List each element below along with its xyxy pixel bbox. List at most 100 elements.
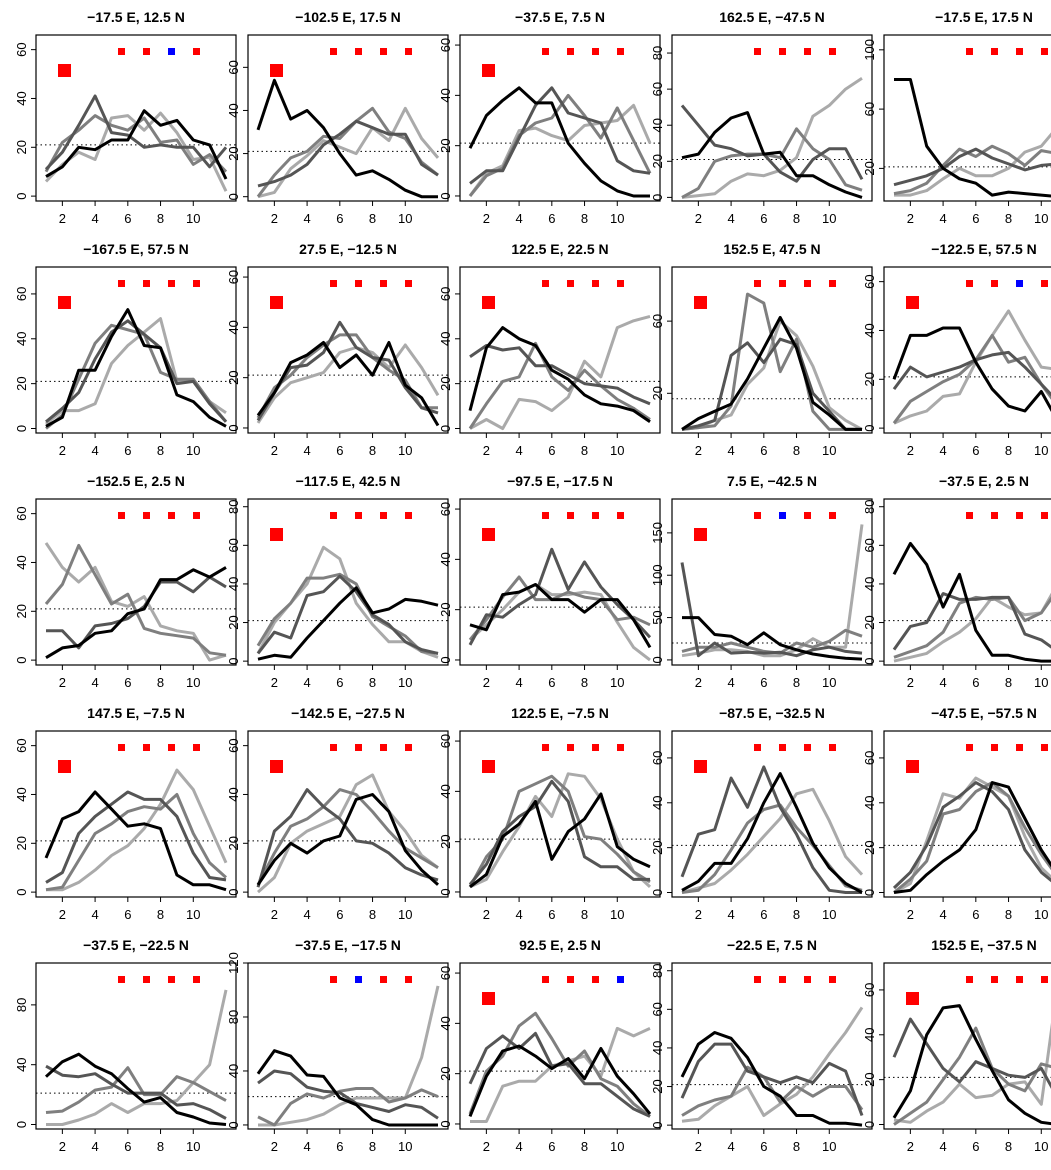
- y-tick-label: 0: [438, 425, 453, 432]
- x-tick-label: 8: [793, 907, 800, 922]
- panel-title: 122.5 E, 22.5 N: [511, 241, 608, 257]
- panel-title: −37.5 E, −22.5 N: [83, 937, 189, 953]
- large-marker: [482, 296, 495, 309]
- panel-9: 152.5 E, 47.5 N 2 4 6 8 10 20 60: [650, 241, 873, 458]
- small-marker: [567, 744, 574, 751]
- series-line-1: [468, 86, 650, 198]
- small-marker: [193, 48, 200, 55]
- x-tick-label: 6: [124, 1139, 131, 1154]
- small-marker: [754, 744, 761, 751]
- x-tick-label: 6: [336, 211, 343, 226]
- x-tick-label: 6: [760, 675, 767, 690]
- x-tick-label: 4: [91, 675, 98, 690]
- large-marker: [906, 760, 919, 773]
- y-tick-label: 0: [14, 425, 29, 432]
- series-line-1: [256, 1049, 438, 1127]
- series-line-4: [257, 773, 439, 894]
- series-line-3: [893, 1026, 1051, 1126]
- y-tick-label: 60: [862, 274, 877, 288]
- x-tick-label: 8: [1005, 211, 1012, 226]
- x-tick-label: 4: [939, 907, 946, 922]
- y-tick-label: 20: [14, 836, 29, 850]
- x-tick-label: 8: [581, 1139, 588, 1154]
- x-tick-label: 2: [271, 211, 278, 226]
- plot-frame: [671, 962, 873, 1130]
- small-marker: [143, 744, 150, 751]
- large-marker: [482, 992, 495, 1005]
- series-line-1: [682, 616, 863, 661]
- x-tick-label: 4: [515, 907, 522, 922]
- y-tick-label: 0: [438, 192, 453, 199]
- panel-25: 152.5 E, −37.5 N 2 4 6 8 10 0 20 40 60: [862, 937, 1051, 1154]
- large-marker: [482, 760, 495, 773]
- plot-frame: [883, 498, 1051, 666]
- y-tick-label: 150: [650, 522, 665, 544]
- panel-15: −37.5 E, 2.5 N 2 4 6 8 10 0 20 40 60 80: [862, 473, 1051, 690]
- series-line-1: [45, 308, 227, 428]
- x-tick-label: 8: [581, 675, 588, 690]
- plot-frame: [883, 266, 1051, 434]
- series-line-4: [893, 592, 1051, 663]
- panel-title: −17.5 E, 17.5 N: [935, 9, 1033, 25]
- x-tick-label: 10: [610, 211, 624, 226]
- y-tick-label: 40: [438, 332, 453, 346]
- small-marker: [380, 744, 387, 751]
- y-tick-label: 20: [862, 840, 877, 854]
- x-tick-label: 2: [59, 907, 66, 922]
- x-tick-label: 2: [695, 1139, 702, 1154]
- x-tick-label: 6: [548, 675, 555, 690]
- x-tick-label: 8: [369, 675, 376, 690]
- x-tick-label: 8: [157, 907, 164, 922]
- x-tick-label: 10: [398, 1139, 412, 1154]
- panel-3: −37.5 E, 7.5 N 2 4 6 8 10 0 20 40 60: [438, 9, 661, 226]
- panel-title: −102.5 E, 17.5 N: [295, 9, 400, 25]
- panel-5: −17.5 E, 17.5 N 2 4 6 8 10 20 60 100: [862, 9, 1051, 226]
- y-tick-label: 20: [226, 836, 241, 850]
- panel-12: −117.5 E, 42.5 N 2 4 6 8 10 0 20 40 60 80: [226, 473, 449, 690]
- x-tick-label: 8: [1005, 443, 1012, 458]
- y-tick-label: 80: [226, 499, 241, 513]
- y-tick-label: 40: [862, 323, 877, 337]
- x-tick-label: 2: [483, 443, 490, 458]
- x-tick-label: 4: [91, 1139, 98, 1154]
- panel-title: −122.5 E, 57.5 N: [931, 241, 1036, 257]
- panel-title: −37.5 E, 7.5 N: [515, 9, 605, 25]
- panel-20: −47.5 E, −57.5 N 2 4 6 8 10 0 20 40 60: [862, 705, 1051, 922]
- small-marker: [592, 512, 599, 519]
- large-marker: [270, 528, 283, 541]
- panel-title: 147.5 E, −7.5 N: [87, 705, 185, 721]
- y-tick-label: 40: [226, 320, 241, 334]
- series-line-4: [681, 1006, 864, 1123]
- series-line-1: [681, 316, 862, 431]
- y-tick-label: 20: [14, 140, 29, 154]
- y-tick-label: 60: [438, 734, 453, 748]
- x-tick-label: 8: [157, 1139, 164, 1154]
- small-marker: [168, 512, 175, 519]
- y-tick-label: 0: [862, 889, 877, 896]
- x-tick-label: 6: [972, 907, 979, 922]
- plot-frame: [35, 962, 237, 1130]
- y-tick-label: 0: [650, 1122, 665, 1129]
- small-marker: [567, 280, 574, 287]
- y-tick-label: 40: [14, 332, 29, 346]
- series-line-4: [894, 132, 1051, 197]
- y-tick-label: 20: [650, 154, 665, 168]
- y-tick-label: 20: [862, 161, 877, 175]
- panel-title: −37.5 E, 2.5 N: [939, 473, 1029, 489]
- small-marker: [542, 976, 549, 983]
- x-tick-label: 6: [548, 443, 555, 458]
- y-tick-label: 60: [226, 738, 241, 752]
- small-marker: [617, 280, 624, 287]
- series-line-2: [45, 1064, 227, 1120]
- y-tick-label: 60: [226, 538, 241, 552]
- series-line-2: [256, 788, 439, 888]
- series-line-3: [468, 1011, 651, 1118]
- small-marker: [355, 976, 362, 983]
- x-tick-label: 2: [907, 443, 914, 458]
- x-tick-label: 10: [186, 443, 200, 458]
- x-tick-label: 10: [822, 1139, 836, 1154]
- x-tick-label: 10: [1034, 1139, 1048, 1154]
- y-tick-label: 40: [862, 577, 877, 591]
- small-marker: [567, 48, 574, 55]
- y-tick-label: 40: [14, 91, 29, 105]
